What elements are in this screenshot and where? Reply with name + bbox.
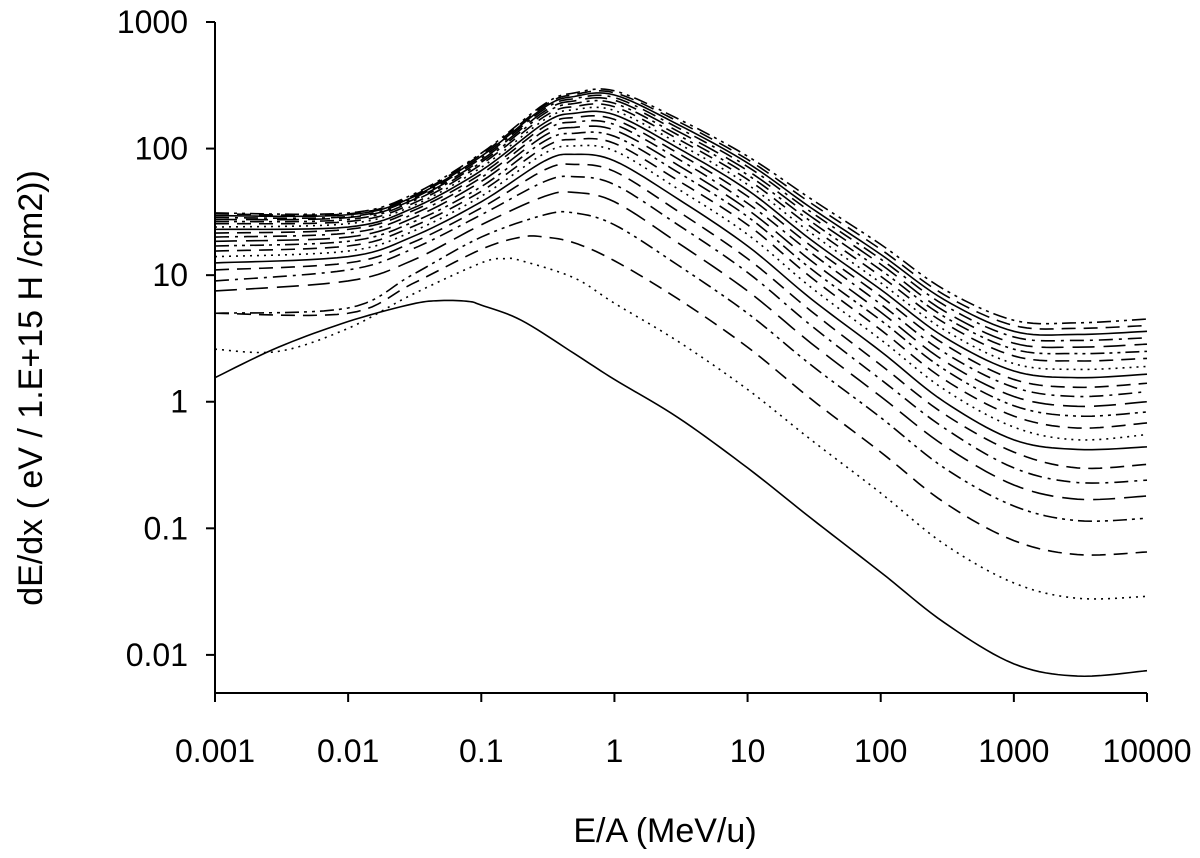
series-line-16 [214,106,1148,371]
series-line-12 [214,125,1148,408]
y-tick-label: 0.1 [144,510,188,546]
series-line-7 [214,163,1148,470]
series-line-18 [214,99,1148,355]
series-line-22 [214,89,1148,330]
series-layer [214,88,1148,678]
series-line-20 [214,94,1148,342]
x-tick-label: 100 [854,733,907,769]
series-line-2 [214,257,1148,600]
x-tick-label: 0.01 [317,733,379,769]
series-line-17 [214,103,1148,362]
series-line-9 [214,144,1148,441]
series-line-19 [214,96,1148,349]
series-line-23 [214,88,1148,325]
x-tick-label: 0.001 [175,733,255,769]
series-line-21 [214,92,1148,336]
series-line-5 [214,191,1148,501]
series-line-11 [214,131,1148,418]
y-axis-title: dE/dx ( eV / 1.E+15 H /cm2)) [12,170,50,606]
series-line-8 [214,153,1148,451]
x-axis-title: E/A (MeV/u) [573,812,756,850]
axes [214,22,1147,694]
y-tick-label: 10 [152,257,188,293]
series-line-14 [214,114,1148,389]
y-tick-label: 1000 [117,4,188,40]
series-line-6 [214,175,1148,484]
x-tick-label: 10000 [1103,733,1192,769]
y-tick-label: 100 [135,131,188,167]
series-line-10 [214,137,1148,429]
y-tick-label: 1 [170,384,188,420]
x-tick-label: 1 [606,733,624,769]
y-tick-label: 0.01 [126,637,188,673]
ticks: 0.001 0.01 0.1 1 10 100 1000 10000 0.01 0.1 1 10 100… [117,4,1192,769]
series-line-4 [214,210,1148,523]
series-line-3 [214,235,1148,556]
series-line-13 [214,119,1148,398]
x-tick-label: 10 [730,733,766,769]
series-line-1 [214,299,1148,678]
x-tick-label: 0.1 [459,733,503,769]
series-line-15 [214,110,1148,379]
x-tick-label: 1000 [978,733,1049,769]
